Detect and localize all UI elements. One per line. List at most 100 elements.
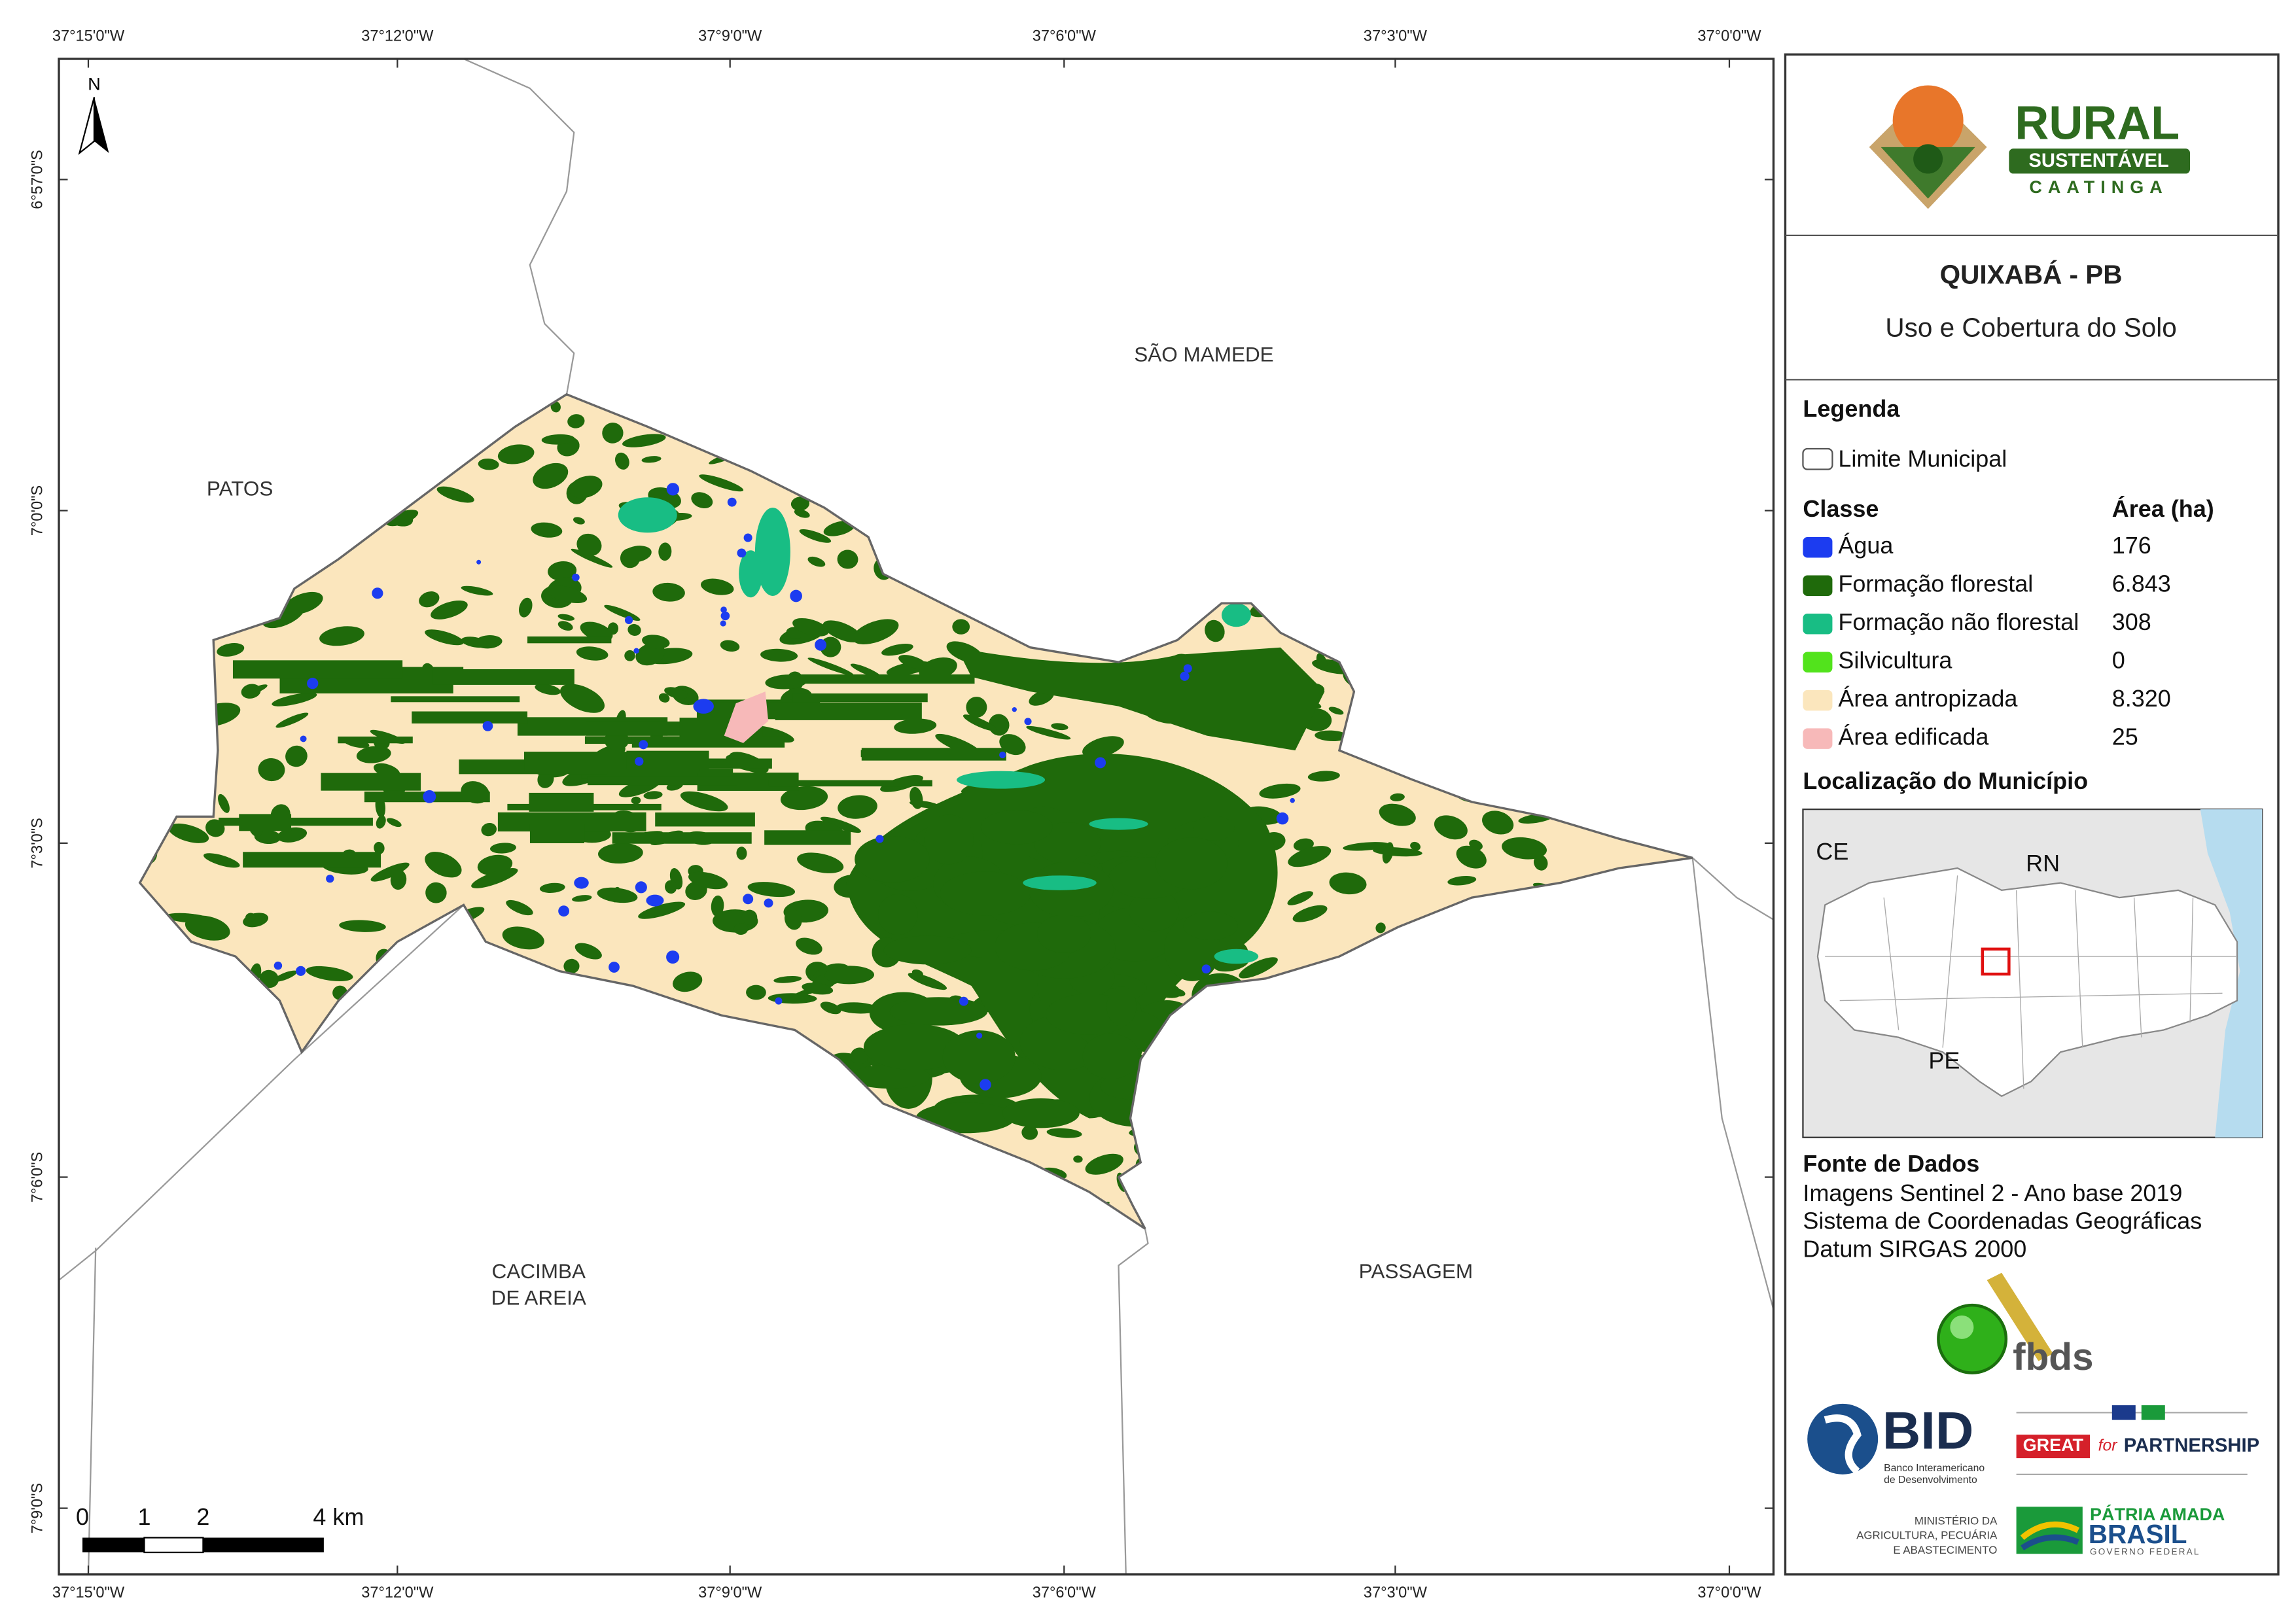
water-body	[980, 1079, 991, 1091]
water-body	[720, 606, 727, 613]
forest-patch	[356, 746, 391, 763]
forest-band	[764, 830, 851, 845]
forest-patch	[1106, 986, 1137, 1026]
forest-patch	[889, 997, 988, 1026]
ministry-line: E ABASTECIMENTO	[1893, 1544, 1997, 1556]
forest-patch	[852, 619, 899, 645]
forest-patch	[374, 841, 385, 854]
forest-patch	[924, 814, 974, 865]
legend-swatch	[1803, 575, 1833, 596]
forest-patch	[1434, 815, 1468, 840]
forest-patch	[277, 827, 308, 843]
forest-patch	[218, 794, 230, 813]
forest-band	[232, 660, 403, 679]
forest-patch	[1390, 793, 1405, 801]
forest-patch	[624, 650, 635, 661]
legend-title: Legenda	[1803, 395, 1900, 422]
forest-patch	[733, 923, 749, 935]
water-body	[737, 548, 747, 558]
water-body	[693, 699, 714, 714]
forest-patch	[425, 882, 447, 903]
forest-patch	[673, 971, 703, 992]
legend-area: 6.843	[2112, 570, 2171, 597]
forest-band	[433, 669, 574, 685]
forest-patch	[471, 868, 518, 888]
water-body	[815, 638, 827, 651]
forest-patch	[665, 880, 677, 894]
forest-patch	[275, 712, 309, 728]
forest-patch	[217, 643, 245, 657]
bid-logo: BID Banco Interamericano de Desenvolvime…	[1807, 1401, 1985, 1486]
water-body	[976, 1032, 983, 1039]
forest-band	[529, 824, 585, 843]
forest-patch	[533, 462, 569, 489]
forest-patch	[537, 770, 554, 788]
legend-classes: Água 176 Formação florestal 6.843 Formação n…	[1803, 532, 2171, 750]
forest-patch	[642, 635, 670, 649]
forest-band	[792, 693, 928, 703]
forest-patch	[658, 693, 670, 703]
water-body	[274, 961, 283, 970]
water-body	[476, 559, 482, 565]
water-body	[720, 620, 726, 627]
x-tick-label: 37°15'0"W	[52, 1584, 125, 1601]
forest-band	[768, 780, 932, 787]
y-tick-label: 6°57'0"S	[29, 150, 46, 209]
forest-patch	[376, 815, 386, 829]
forest-patch	[1046, 1128, 1082, 1138]
neighbor-boundaries	[59, 58, 1774, 1575]
forest-patch	[720, 640, 740, 652]
forest-patch	[747, 882, 796, 898]
great-logo: GREAT for PARTNERSHIP	[2016, 1405, 2259, 1475]
forest-patch	[425, 852, 462, 878]
forest-patch	[557, 621, 573, 631]
forest-patch	[574, 943, 602, 960]
forest-patch	[1002, 1098, 1080, 1128]
forest-band	[239, 814, 292, 831]
forest-patch	[497, 444, 535, 464]
legend-swatch	[1803, 689, 1833, 711]
forest-patch	[241, 684, 261, 699]
forest-patch	[688, 871, 728, 890]
forest-patch	[598, 843, 643, 864]
forest-patch	[1021, 1125, 1038, 1140]
forest-patch	[881, 643, 913, 656]
forest-band	[527, 636, 612, 644]
water-body	[307, 678, 319, 689]
bid-line: de Desenvolvimento	[1884, 1475, 1977, 1486]
x-tick-label: 37°12'0"W	[361, 27, 434, 44]
forest-patch	[285, 745, 308, 767]
forest-patch	[1456, 845, 1487, 869]
sources-title: Fonte de Dados	[1803, 1150, 1979, 1177]
forest-patch	[883, 935, 972, 965]
legend-swatch	[1803, 728, 1833, 749]
scale-label: 0	[76, 1503, 89, 1530]
forest-patch	[1183, 911, 1238, 941]
x-tick-label: 37°9'0"W	[698, 27, 762, 44]
forest-patch	[741, 909, 758, 926]
great-text: for	[2098, 1437, 2119, 1455]
forest-band	[412, 711, 528, 724]
forest-patch	[1082, 1033, 1139, 1079]
legend-label: Silvicultura	[1838, 647, 1952, 674]
forest-patch	[1129, 890, 1180, 932]
forest-patch	[909, 800, 940, 809]
forest-patch	[952, 619, 970, 635]
forest-band	[587, 776, 737, 786]
map-frame	[58, 58, 1775, 1576]
forest-patch	[419, 591, 440, 608]
forest-patch	[560, 684, 605, 713]
legend-label: Água	[1838, 532, 1893, 559]
legend-label: Área antropizada	[1838, 685, 2017, 712]
forest-patch	[1533, 854, 1548, 871]
forest-patch	[576, 646, 609, 661]
forest-patch	[797, 852, 844, 873]
forest-patch	[1343, 842, 1390, 851]
forest-patch	[569, 476, 603, 498]
ministry-line: AGRICULTURA, PECUÁRIA	[1856, 1529, 1998, 1542]
forest-patch	[541, 434, 575, 445]
water-body	[666, 483, 680, 496]
legend-area: 308	[2112, 608, 2151, 635]
forest-patch	[614, 452, 629, 470]
